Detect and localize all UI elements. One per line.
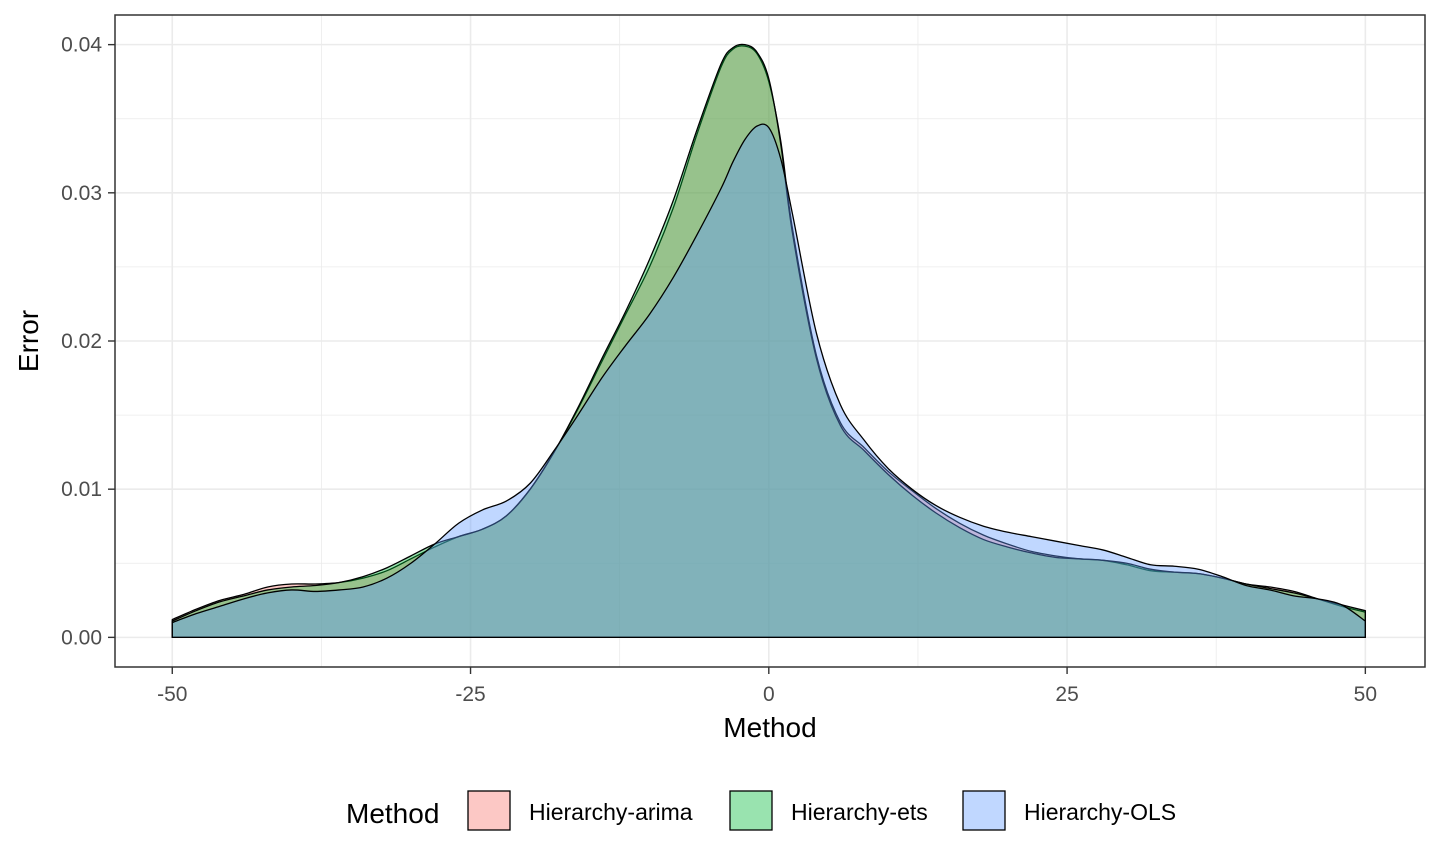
y-tick-label: 0.00	[61, 626, 102, 649]
x-tick-label: -50	[157, 683, 187, 706]
legend-label-hierarchy-arima: Hierarchy-arima	[529, 799, 693, 825]
density-area-hierarchy-ets	[171, 43, 1366, 639]
legend-label-hierarchy-ols: Hierarchy-OLS	[1024, 799, 1176, 825]
legend-key-hierarchy-ols	[962, 790, 1006, 831]
y-tick-label: 0.02	[61, 330, 102, 353]
y-axis-ticks: 0.00 0.01 0.02 0.03 0.04	[61, 34, 115, 649]
x-tick-label: 0	[763, 683, 775, 706]
legend: Method Hierarchy-arima Hierarchy-ets Hiera…	[346, 790, 1176, 831]
density-area-hierarchy-arima	[171, 45, 1366, 639]
y-tick-label: 0.03	[61, 182, 102, 205]
minor-gridlines	[115, 15, 1425, 667]
x-tick-label: 50	[1354, 683, 1377, 706]
legend-items: Hierarchy-arima Hierarchy-ets Hierarchy-OL…	[467, 790, 1176, 831]
y-axis-title: Error	[13, 310, 44, 372]
density-areas	[171, 43, 1366, 639]
legend-title: Method	[346, 798, 439, 829]
legend-key-bg-hierarchy-ols	[962, 790, 1006, 831]
x-axis-ticks: -50 -25 0 25 50	[157, 667, 1377, 706]
legend-key-bg-hierarchy-ets	[729, 790, 773, 831]
x-tick-label: -25	[455, 683, 485, 706]
legend-key-hierarchy-ets	[729, 790, 773, 831]
legend-label-hierarchy-ets: Hierarchy-ets	[791, 799, 928, 825]
legend-key-hierarchy-arima	[467, 790, 511, 831]
y-tick-label: 0.01	[61, 478, 102, 501]
legend-key-bg-hierarchy-arima	[467, 790, 511, 831]
density-area-hierarchy-ols	[171, 123, 1366, 639]
x-tick-label: 25	[1055, 683, 1078, 706]
x-axis-title: Method	[723, 712, 816, 743]
y-tick-label: 0.04	[61, 34, 102, 57]
